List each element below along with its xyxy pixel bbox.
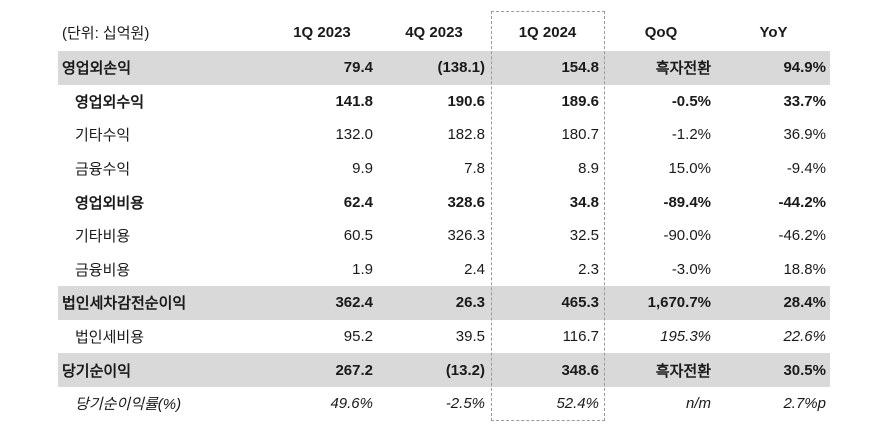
cell-value: 154.8 bbox=[561, 59, 599, 77]
row-label: 법인세차감전순이익 bbox=[62, 295, 187, 313]
cell-value: 180.7 bbox=[561, 126, 599, 144]
cell-value: 267.2 bbox=[335, 361, 373, 379]
cell-value: 32.5 bbox=[569, 227, 599, 245]
cell-value: (138.1) bbox=[437, 59, 485, 77]
cell-value: 15.0% bbox=[668, 160, 711, 178]
cell-value: 62.4 bbox=[343, 193, 373, 211]
cell-value: 2.7%p bbox=[783, 395, 826, 413]
cell-value: -89.4% bbox=[663, 193, 711, 211]
cell-value: 60.5 bbox=[343, 227, 373, 245]
cell-value: 132.0 bbox=[335, 126, 373, 144]
table-row: 법인세비용 95.2 39.5 116.7 195.3% 22.6% bbox=[58, 320, 830, 354]
cell-value: 49.6% bbox=[330, 395, 373, 413]
cell-value: 36.9% bbox=[783, 126, 826, 144]
table-row: 기타비용 60.5 326.3 32.5 -90.0% -46.2% bbox=[58, 219, 830, 253]
cell-value: 26.3 bbox=[455, 294, 485, 312]
cell-value: -46.2% bbox=[778, 227, 826, 245]
row-label: 법인세비용 bbox=[75, 329, 145, 347]
table-row: 법인세차감전순이익 362.4 26.3 465.3 1,670.7% 28.4% bbox=[58, 286, 830, 320]
cell-value: -2.5% bbox=[445, 395, 485, 413]
row-label: 금융수익 bbox=[75, 161, 131, 179]
cell-value: 189.6 bbox=[561, 92, 599, 110]
cell-value: 22.6% bbox=[783, 328, 826, 346]
cell-value: 94.9% bbox=[783, 59, 826, 77]
table-body: 영업외손익 79.4 (138.1) 154.8 흑자전환 94.9% 영업외수익 141.8… bbox=[58, 51, 830, 421]
column-header-yoy: YoY bbox=[759, 24, 788, 41]
cell-value: 흑자전환 bbox=[655, 362, 711, 380]
cell-value: -44.2% bbox=[778, 193, 826, 211]
cell-value: -1.2% bbox=[671, 126, 711, 144]
cell-value: 190.6 bbox=[447, 92, 485, 110]
cell-value: 18.8% bbox=[783, 260, 826, 278]
cell-value: -0.5% bbox=[671, 92, 711, 110]
cell-value: 348.6 bbox=[561, 361, 599, 379]
row-label: 기타비용 bbox=[75, 228, 131, 246]
table-row: 기타수익 132.0 182.8 180.7 -1.2% 36.9% bbox=[58, 118, 830, 152]
row-label: 당기순이익률(%) bbox=[75, 396, 182, 414]
cell-value: 1.9 bbox=[352, 260, 373, 278]
unit-label: (단위: 십억원) bbox=[62, 25, 150, 42]
cell-value: n/m bbox=[685, 395, 711, 413]
cell-value: 39.5 bbox=[455, 328, 485, 346]
row-label: 영업외비용 bbox=[75, 194, 145, 212]
table-header-row: (단위: 십억원) 1Q 2023 4Q 2023 1Q 2024 QoQ Yo… bbox=[58, 14, 830, 51]
table-row: 금융수익 9.9 7.8 8.9 15.0% -9.4% bbox=[58, 152, 830, 186]
table-row: 당기순이익률(%) 49.6% -2.5% 52.4% n/m 2.7%p bbox=[58, 387, 830, 421]
cell-value: 362.4 bbox=[335, 294, 373, 312]
column-header-qoq: QoQ bbox=[644, 24, 678, 41]
column-header-1q2023: 1Q 2023 bbox=[293, 24, 351, 41]
cell-value: 2.3 bbox=[578, 260, 599, 278]
cell-value: 2.4 bbox=[464, 260, 485, 278]
cell-value: (13.2) bbox=[445, 361, 485, 379]
cell-value: 8.9 bbox=[578, 160, 599, 178]
row-label: 당기순이익 bbox=[62, 362, 132, 380]
cell-value: 흑자전환 bbox=[655, 60, 711, 78]
cell-value: -9.4% bbox=[786, 160, 826, 178]
cell-value: 33.7% bbox=[783, 92, 826, 110]
cell-value: 34.8 bbox=[569, 193, 599, 211]
table-row: 금융비용 1.9 2.4 2.3 -3.0% 18.8% bbox=[58, 253, 830, 287]
cell-value: 326.3 bbox=[447, 227, 485, 245]
cell-value: 52.4% bbox=[556, 395, 599, 413]
cell-value: 182.8 bbox=[447, 126, 485, 144]
cell-value: 95.2 bbox=[343, 328, 373, 346]
row-label: 영업외손익 bbox=[62, 60, 132, 78]
cell-value: 7.8 bbox=[464, 160, 485, 178]
cell-value: 79.4 bbox=[343, 59, 373, 77]
row-label: 금융비용 bbox=[75, 261, 131, 279]
cell-value: 1,670.7% bbox=[647, 294, 711, 312]
cell-value: 141.8 bbox=[335, 92, 373, 110]
cell-value: 465.3 bbox=[561, 294, 599, 312]
cell-value: -90.0% bbox=[663, 227, 711, 245]
cell-value: 328.6 bbox=[447, 193, 485, 211]
cell-value: 9.9 bbox=[352, 160, 373, 178]
cell-value: -3.0% bbox=[671, 260, 711, 278]
row-label: 영업외수익 bbox=[75, 93, 145, 111]
table-row: 영업외비용 62.4 328.6 34.8 -89.4% -44.2% bbox=[58, 185, 830, 219]
table-row: 영업외손익 79.4 (138.1) 154.8 흑자전환 94.9% bbox=[58, 51, 830, 85]
table-row: 당기순이익 267.2 (13.2) 348.6 흑자전환 30.5% bbox=[58, 353, 830, 387]
cell-value: 30.5% bbox=[783, 361, 826, 379]
cell-value: 195.3% bbox=[660, 328, 711, 346]
column-header-4q2023: 4Q 2023 bbox=[405, 24, 463, 41]
row-label: 기타수익 bbox=[75, 127, 131, 145]
quarterly-income-table: (단위: 십억원) 1Q 2023 4Q 2023 1Q 2024 QoQ Yo… bbox=[58, 14, 830, 421]
column-header-1q2024: 1Q 2024 bbox=[518, 24, 577, 41]
cell-value: 28.4% bbox=[783, 294, 826, 312]
cell-value: 116.7 bbox=[562, 328, 599, 346]
table-row: 영업외수익 141.8 190.6 189.6 -0.5% 33.7% bbox=[58, 85, 830, 119]
